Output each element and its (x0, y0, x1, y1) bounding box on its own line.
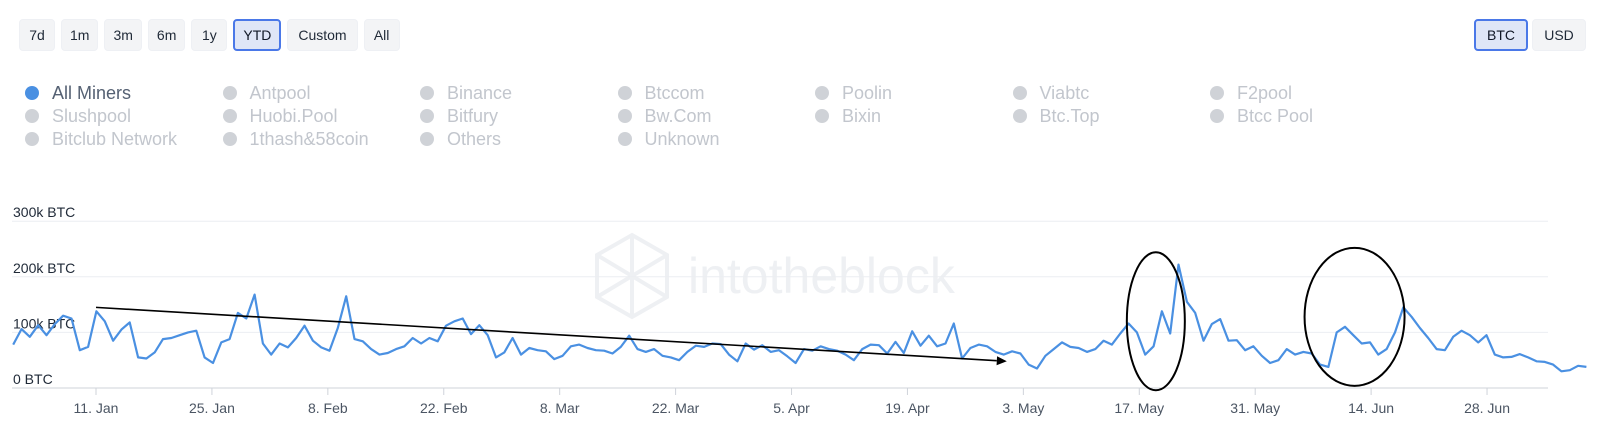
x-axis: 11. Jan 25. Jan 8. Feb 22. Feb 8. Mar 22. Mar… (74, 388, 1510, 416)
legend-label: Slushpool (52, 105, 132, 126)
legend-item-antpool[interactable]: Antpool (220, 82, 418, 104)
legend-label: Bitfury (447, 105, 499, 126)
x-tick-label: 8. Mar (540, 400, 580, 416)
legend-item-poolin[interactable]: Poolin (812, 82, 1010, 104)
range-button-3m[interactable]: 3m (104, 19, 142, 51)
range-button-custom[interactable]: Custom (287, 19, 358, 51)
legend-label: Bw.Com (644, 105, 712, 126)
legend-dot-icon (617, 132, 632, 146)
legend-item-btccom[interactable]: Btccom (615, 82, 813, 104)
range-button-1m[interactable]: 1m (61, 19, 99, 51)
legend-label: Huobi.Pool (249, 105, 338, 126)
legend-label: All Miners (52, 82, 132, 103)
legend-dot-icon (420, 86, 434, 100)
legend-dot-icon (1012, 109, 1027, 123)
x-tick-label: 5. Apr (773, 400, 810, 416)
legend-dot-icon (25, 86, 39, 100)
legend-dot-icon (1210, 86, 1224, 100)
legend-label: Unknown (644, 128, 720, 149)
legend-item-f2pool[interactable]: F2pool (1207, 82, 1405, 104)
highlight-ellipse-may (1125, 251, 1186, 392)
legend-item-unknown[interactable]: Unknown (615, 128, 813, 150)
range-button-1y[interactable]: 1y (191, 19, 228, 51)
legend-item-others[interactable]: Others (417, 128, 615, 150)
legend-item-viabtc[interactable]: Viabtc (1010, 82, 1208, 104)
currency-button-usd[interactable]: USD (1532, 19, 1586, 51)
x-tick-label: 17. May (1114, 400, 1164, 416)
x-tick-label: 14. Jun (1348, 400, 1394, 416)
legend-label: Others (447, 128, 502, 149)
currency-selector: BTC USD (1474, 19, 1586, 51)
legend-label: Binance (447, 82, 513, 103)
legend-label: Antpool (249, 82, 311, 103)
x-tick-label: 25. Jan (189, 400, 235, 416)
range-button-7d[interactable]: 7d (19, 19, 55, 51)
legend-dot-icon (1012, 86, 1027, 100)
legend-item-huobi-pool[interactable]: Huobi.Pool (220, 105, 418, 127)
legend-item-slushpool[interactable]: Slushpool (22, 105, 220, 127)
y-tick-label: 200k BTC (13, 260, 75, 276)
legend-label: Btc.Top (1039, 105, 1100, 126)
legend-dot-icon (617, 109, 632, 123)
annotation-overlay (95, 246, 1406, 392)
series-line-all-miners[interactable] (12, 263, 1587, 373)
highlight-ellipse-jun (1303, 246, 1406, 387)
legend-item-bw-com[interactable]: Bw.Com (615, 105, 813, 127)
watermark-logo-icon (595, 232, 669, 320)
legend-item-bixin[interactable]: Bixin (812, 105, 1010, 127)
currency-button-btc[interactable]: BTC (1474, 19, 1528, 51)
legend-label: Bitclub Network (52, 128, 178, 149)
legend-item-btcc-pool[interactable]: Btcc Pool (1207, 105, 1405, 127)
x-tick-label: 28. Jun (1464, 400, 1510, 416)
legend-label: Viabtc (1039, 82, 1090, 103)
trend-arrowhead-icon (996, 356, 1007, 366)
range-button-ytd[interactable]: YTD (233, 19, 282, 51)
x-tick-label: 19. Apr (885, 400, 930, 416)
watermark: intotheblock (595, 232, 956, 320)
range-button-6m[interactable]: 6m (147, 19, 186, 51)
legend-dot-icon (222, 86, 237, 100)
grid-lines (12, 220, 1548, 389)
range-button-all[interactable]: All (363, 19, 400, 51)
watermark-text: intotheblock (688, 248, 956, 304)
legend-label: Poolin (842, 82, 893, 103)
legend-item-binance[interactable]: Binance (417, 82, 615, 104)
legend-label: Bixin (842, 105, 882, 126)
legend-item-bitclub-network[interactable]: Bitclub Network (22, 128, 220, 150)
legend-label: 1thash&58coin (249, 128, 369, 149)
legend-dot-icon (420, 109, 434, 123)
legend-dot-icon (222, 109, 237, 123)
x-tick-label: 3. May (1002, 400, 1044, 416)
legend-label: F2pool (1237, 82, 1293, 103)
legend-label: Btccom (644, 82, 705, 103)
trend-arrow (95, 306, 997, 362)
legend-dot-icon (420, 132, 434, 146)
x-tick-label: 31. May (1230, 400, 1280, 416)
y-tick-label: 0 BTC (13, 371, 53, 387)
legend-dot-icon (25, 109, 39, 123)
x-tick-label: 22. Feb (420, 400, 468, 416)
legend-label: Btcc Pool (1237, 105, 1314, 126)
x-tick-label: 8. Feb (308, 400, 348, 416)
y-tick-label: 300k BTC (13, 204, 75, 220)
legend-dot-icon (1210, 109, 1224, 123)
legend-dot-icon (25, 132, 39, 146)
x-tick-label: 11. Jan (74, 400, 119, 416)
legend-item-bitfury[interactable]: Bitfury (417, 105, 615, 127)
date-range-selector: 7d 1m 3m 6m 1y YTD Custom All (19, 19, 400, 51)
x-tick-label: 22. Mar (652, 400, 700, 416)
legend-item-btc-top[interactable]: Btc.Top (1010, 105, 1208, 127)
legend-item-1thash-58coin[interactable]: 1thash&58coin (220, 128, 418, 150)
legend-dot-icon (815, 86, 829, 100)
legend-item-all-miners[interactable]: All Miners (22, 82, 220, 104)
legend-dot-icon (222, 132, 237, 146)
legend-dot-icon (617, 86, 632, 100)
series-legend: All Miners Antpool Binance Btccom Poolin… (22, 82, 1582, 150)
legend-dot-icon (815, 109, 829, 123)
